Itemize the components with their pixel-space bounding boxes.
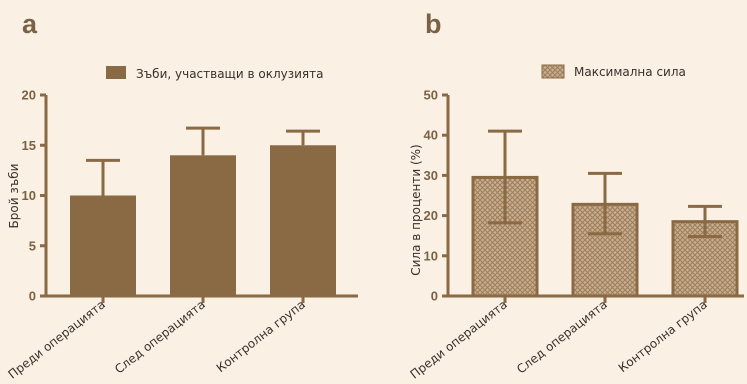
panel-a-legend-swatch [106,66,126,79]
panel-a-y-tick-label: 10 [22,188,36,203]
panel-b-y-tick-label: 0 [431,289,438,304]
panel-b-y-tick-label: 40 [424,128,438,143]
panel-a-plot: 0 5 10 15 20 Преди операцията След операцията К… [5,88,358,382]
panel-a-bar [270,145,336,296]
panel-a-bar [170,155,236,296]
panel-a-category-label: Преди операцията [5,297,107,381]
panel-a-y-tick-label: 15 [22,138,36,153]
panel-a-y-tick-label: 20 [22,88,36,103]
panel-a-legend-label: Зъби, участващи в оклузията [136,67,323,81]
panel-a-category-label: След операцията [112,297,208,376]
panel-b: b Максимална сила Сила в проценти (%) 0 1… [407,9,744,382]
panel-b-legend-swatch [541,64,565,79]
panel-a-bar [70,195,136,296]
panel-b-category-label: След операцията [514,297,610,376]
panel-a-y-tick-label: 0 [29,289,36,304]
panel-b-y-tick-label: 30 [424,168,438,183]
panel-b-y-tick-label: 10 [424,248,438,263]
panel-a-category-label: Контролна група [214,297,308,375]
panel-b-legend-label: Максимална сила [574,65,686,79]
panel-b-category-label: Преди операцията [407,297,509,381]
panel-b-letter: b [425,9,442,39]
panel-b-y-tick-label: 50 [424,88,438,103]
panel-b-plot: 0 10 20 30 40 50 Преди операцията След операция… [407,88,744,382]
panel-b-y-axis-label: Сила в проценти (%) [409,144,423,275]
panel-a-y-tick-label: 5 [29,238,36,253]
panel-b-y-tick-label: 20 [424,208,438,223]
panel-a-y-axis-label: Брой зъби [7,164,21,229]
panel-a-letter: a [22,9,38,39]
panel-a: a Зъби, участващи в оклузията Брой зъби … [5,9,358,382]
panel-b-category-label: Контролна група [616,297,710,375]
